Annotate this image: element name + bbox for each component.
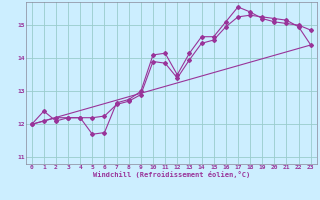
X-axis label: Windchill (Refroidissement éolien,°C): Windchill (Refroidissement éolien,°C) xyxy=(92,171,250,178)
